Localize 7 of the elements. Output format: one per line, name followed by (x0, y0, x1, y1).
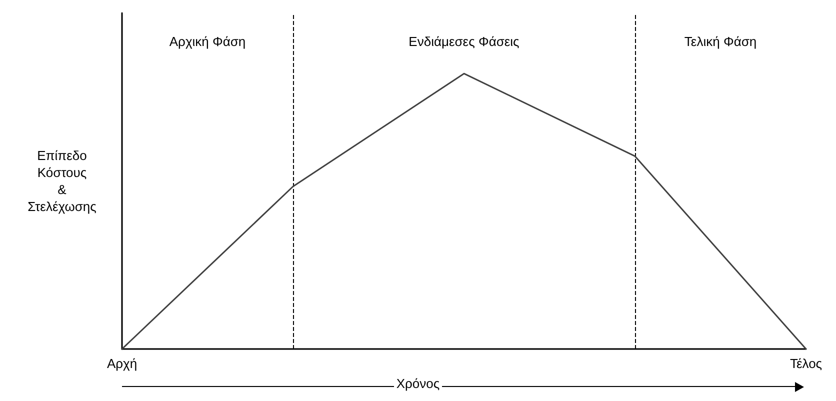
text: Ενδιάμεσες Φάσεις (408, 34, 520, 49)
x-tick-label: Τέλος (790, 356, 822, 371)
x-tick-label: Αρχή (106, 356, 138, 371)
text: Αρχική Φάση (169, 34, 246, 49)
text: Τελική Φάση (684, 34, 757, 49)
y-axis-title: Επίπεδο Κόστους & Στελέχωσης (28, 148, 96, 214)
x-axis-title: Χρόνος (394, 376, 442, 391)
